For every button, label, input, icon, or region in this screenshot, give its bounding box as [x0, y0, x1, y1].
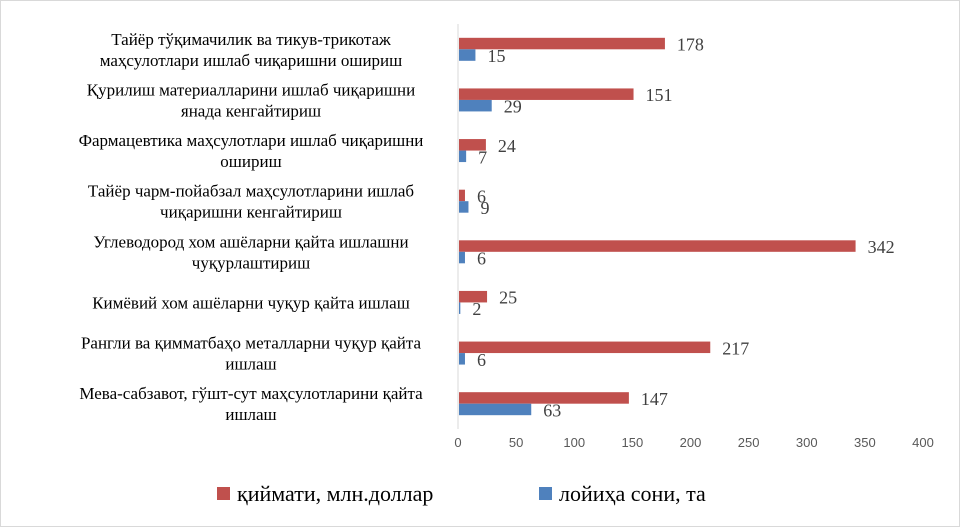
project-count-data-label: 7	[478, 147, 487, 167]
value-bar	[459, 392, 629, 404]
value-bar	[459, 240, 856, 252]
x-tick-label: 200	[680, 435, 702, 450]
value-bar	[459, 37, 665, 50]
x-tick-label: 50	[509, 435, 523, 450]
value-data-label: 151	[646, 85, 673, 105]
category-label: Рангли ва қимматбаҳо металларни чуқур қа…	[81, 334, 422, 374]
project-count-data-label: 63	[543, 400, 561, 420]
legend-label-value: қиймати, млн.доллар	[237, 481, 433, 506]
category-label-line: чиқаришни кенгайтириш	[160, 203, 342, 222]
category-label-line: Рангли ва қимматбаҳо металларни чуқур қа…	[81, 334, 422, 353]
value-data-label: 147	[641, 389, 668, 409]
category-label: Тайёр чарм-пойабзал маҳсулотларини ишлаб…	[88, 182, 414, 222]
value-data-label: 342	[868, 237, 895, 257]
project-count-data-label: 6	[477, 350, 486, 370]
category-label-line: Углеводород хом ашёларни қайта ишлашни	[93, 232, 408, 251]
legend-swatch-value	[217, 487, 230, 500]
category-label-line: маҳсулотлари ишлаб чиқаришни ошириш	[100, 51, 402, 70]
project-count-bar	[459, 99, 492, 112]
value-bar	[459, 341, 711, 354]
project-count-bar	[459, 201, 469, 213]
x-tick-label: 0	[454, 435, 461, 450]
category-label-line: ишлаш	[225, 405, 276, 424]
project-count-data-label: 15	[487, 46, 505, 66]
category-label: Қурилиш материалларини ишлаб чиқаришни ян…	[87, 80, 415, 120]
value-bar	[459, 189, 465, 202]
x-tick-label: 400	[912, 435, 934, 450]
x-tick-label: 150	[622, 435, 644, 450]
project-count-bar	[459, 251, 465, 264]
project-count-bar	[459, 353, 465, 365]
category-label-line: Тайёр тўқимачилик ва тикув-трикотаж	[111, 30, 391, 49]
value-bar	[459, 290, 488, 303]
category-label: Мева-сабзавот, гўшт-сут маҳсулотларини қ…	[79, 384, 423, 424]
value-data-label: 24	[498, 136, 516, 156]
project-count-bar	[459, 302, 461, 314]
value-bar	[459, 139, 486, 151]
category-label-line: чуқурлаштириш	[192, 253, 310, 272]
category-label: Кимёвий хом ашёларни чуқур қайта ишлаш	[92, 293, 410, 312]
category-label-line: Қурилиш материалларини ишлаб чиқаришни	[87, 80, 415, 99]
x-tick-label: 350	[854, 435, 876, 450]
x-tick-label: 250	[738, 435, 760, 450]
project-count-data-label: 9	[480, 198, 489, 218]
x-tick-label: 100	[563, 435, 585, 450]
legend-swatch-count	[539, 487, 552, 500]
category-label-line: янада кенгайтириш	[181, 101, 321, 120]
project-count-bar	[459, 150, 467, 163]
category-label-line: Тайёр чарм-пойабзал маҳсулотларини ишлаб	[88, 182, 414, 201]
value-data-label: 178	[677, 35, 704, 55]
value-data-label: 217	[722, 338, 749, 358]
project-count-data-label: 6	[477, 249, 486, 269]
category-label-line: ишлаш	[225, 355, 276, 374]
category-label-line: Кимёвий хом ашёларни чуқур қайта ишлаш	[92, 293, 410, 312]
x-tick-label: 300	[796, 435, 818, 450]
category-label: Тайёр тўқимачилик ва тикув-трикотаж маҳсу…	[100, 30, 402, 70]
category-label: Углеводород хом ашёларни қайта ишлашни чу…	[93, 232, 408, 272]
category-label-line: Фармацевтика маҳсулотлари ишлаб чиқаришн…	[79, 131, 424, 150]
category-label-line: ошириш	[220, 152, 281, 171]
project-count-data-label: 2	[472, 299, 481, 319]
value-bar	[459, 88, 634, 100]
project-count-bar	[459, 403, 532, 416]
legend-label-count: лойиҳа сони, та	[559, 481, 706, 506]
project-count-data-label: 29	[504, 97, 522, 117]
category-label: Фармацевтика маҳсулотлари ишлаб чиқаришн…	[79, 131, 424, 171]
category-label-line: Мева-сабзавот, гўшт-сут маҳсулотларини қ…	[79, 384, 423, 403]
project-count-bar	[459, 49, 476, 61]
value-data-label: 6	[477, 186, 486, 206]
value-data-label: 25	[499, 288, 517, 308]
